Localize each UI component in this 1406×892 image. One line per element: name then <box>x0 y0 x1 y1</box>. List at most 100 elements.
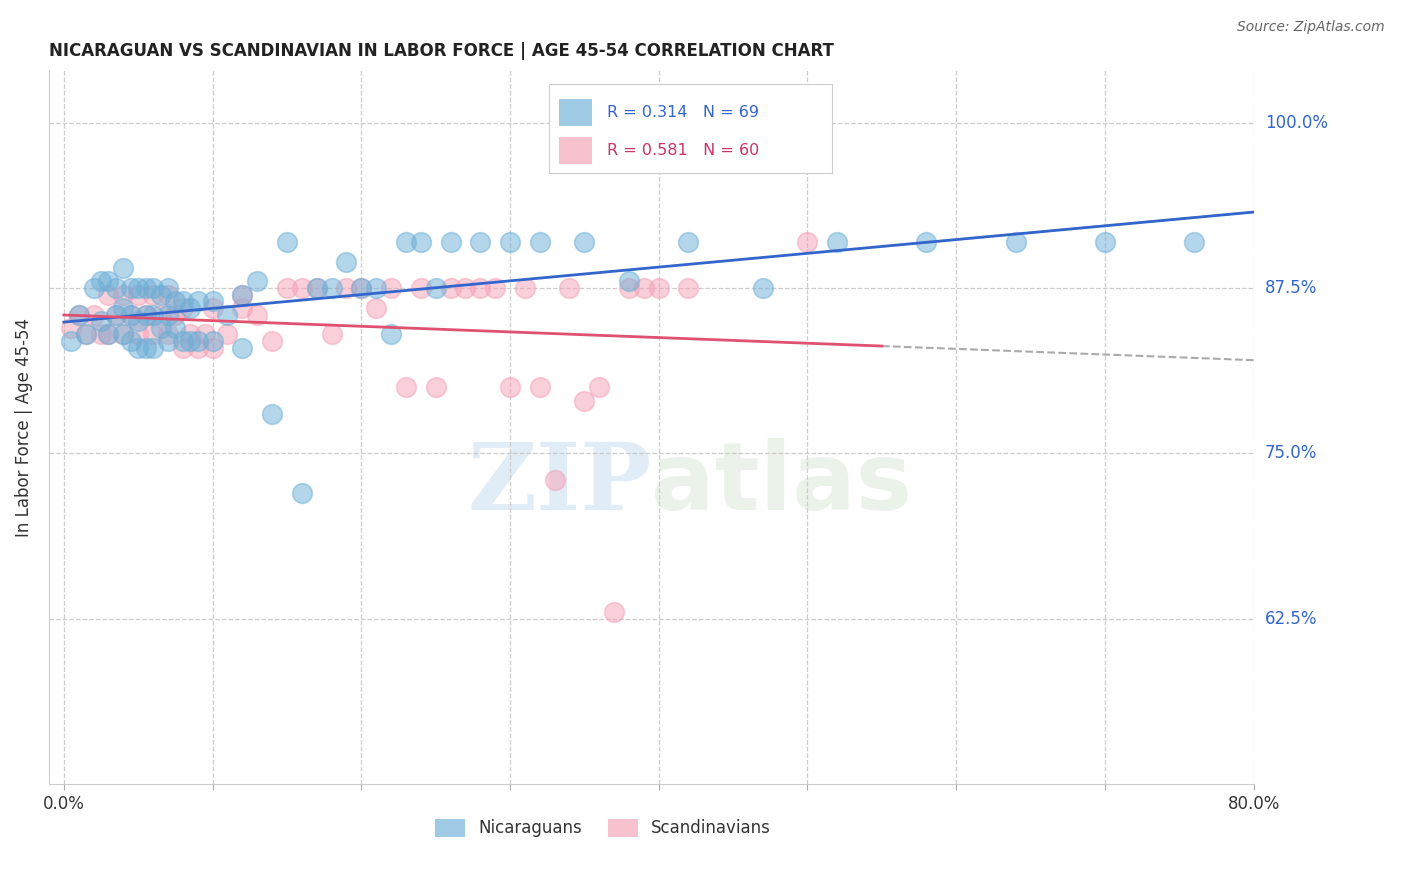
Point <box>529 380 551 394</box>
Text: R = 0.314   N = 69: R = 0.314 N = 69 <box>607 105 759 120</box>
Point <box>915 235 938 249</box>
Point <box>574 393 596 408</box>
Point <box>172 334 194 348</box>
Point <box>135 281 157 295</box>
Point <box>231 341 253 355</box>
Point <box>513 281 536 295</box>
Point <box>217 308 239 322</box>
Point <box>558 281 581 295</box>
Point <box>1182 235 1205 249</box>
Point <box>67 308 90 322</box>
Point <box>142 341 165 355</box>
Point <box>454 281 477 295</box>
Point <box>142 308 165 322</box>
Point <box>104 308 127 322</box>
Point <box>678 281 700 295</box>
Point <box>149 287 172 301</box>
Point <box>752 281 775 295</box>
Point <box>156 287 179 301</box>
Point <box>97 275 120 289</box>
Text: ZIP: ZIP <box>467 439 651 529</box>
Point <box>90 275 112 289</box>
Point <box>201 334 224 348</box>
FancyBboxPatch shape <box>558 137 592 164</box>
Point <box>112 327 135 342</box>
Point <box>380 281 402 295</box>
Point <box>470 235 492 249</box>
Point <box>246 275 269 289</box>
Point <box>395 380 418 394</box>
Point <box>156 327 179 342</box>
Point <box>156 281 179 295</box>
Point <box>97 327 120 342</box>
Point <box>217 327 239 342</box>
Point <box>112 301 135 315</box>
Point <box>321 327 343 342</box>
Point <box>165 320 187 334</box>
Point <box>120 308 142 322</box>
Point <box>291 281 314 295</box>
Point <box>179 334 201 348</box>
Point <box>1004 235 1026 249</box>
Point <box>179 327 201 342</box>
Point <box>201 294 224 309</box>
Point <box>425 281 447 295</box>
Point <box>305 281 328 295</box>
Point <box>179 301 201 315</box>
Point <box>60 320 83 334</box>
Point <box>633 281 655 295</box>
Point <box>172 301 194 315</box>
Point <box>90 327 112 342</box>
Point <box>231 301 253 315</box>
Point <box>127 341 149 355</box>
Point <box>678 235 700 249</box>
Point <box>543 473 565 487</box>
Point <box>127 314 149 328</box>
Point <box>796 235 818 249</box>
Text: R = 0.581   N = 60: R = 0.581 N = 60 <box>607 144 759 158</box>
Text: NICARAGUAN VS SCANDINAVIAN IN LABOR FORCE | AGE 45-54 CORRELATION CHART: NICARAGUAN VS SCANDINAVIAN IN LABOR FORC… <box>49 42 834 60</box>
Point <box>127 287 149 301</box>
Point <box>617 281 640 295</box>
Legend: Nicaraguans, Scandinavians: Nicaraguans, Scandinavians <box>429 812 778 844</box>
Point <box>75 327 97 342</box>
Point <box>1094 235 1116 249</box>
Point <box>246 308 269 322</box>
Text: Source: ZipAtlas.com: Source: ZipAtlas.com <box>1237 20 1385 34</box>
Point <box>231 287 253 301</box>
Point <box>156 334 179 348</box>
Point <box>135 341 157 355</box>
Point <box>350 281 373 295</box>
Point <box>395 235 418 249</box>
Point <box>104 281 127 295</box>
Point <box>484 281 506 295</box>
Point <box>149 320 172 334</box>
Point <box>574 235 596 249</box>
Point <box>135 308 157 322</box>
Text: 62.5%: 62.5% <box>1265 610 1317 628</box>
Point <box>260 334 283 348</box>
Point <box>187 334 209 348</box>
Point <box>291 486 314 500</box>
Point <box>231 287 253 301</box>
Point <box>194 327 217 342</box>
Point <box>135 308 157 322</box>
Point <box>67 308 90 322</box>
Point <box>172 341 194 355</box>
Point <box>120 334 142 348</box>
Point <box>499 380 522 394</box>
Point <box>366 301 388 315</box>
Point <box>142 281 165 295</box>
Point <box>409 235 432 249</box>
FancyBboxPatch shape <box>548 84 832 173</box>
Point <box>335 281 357 295</box>
Point <box>380 327 402 342</box>
Point <box>142 327 165 342</box>
Point <box>165 294 187 309</box>
Point <box>112 261 135 276</box>
Point <box>529 235 551 249</box>
Point <box>499 235 522 249</box>
Point <box>97 327 120 342</box>
Point <box>366 281 388 295</box>
Point <box>120 308 142 322</box>
